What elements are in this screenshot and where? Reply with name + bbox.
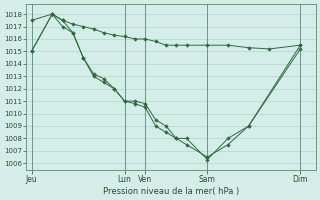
X-axis label: Pression niveau de la mer( hPa ): Pression niveau de la mer( hPa ) [103,187,239,196]
